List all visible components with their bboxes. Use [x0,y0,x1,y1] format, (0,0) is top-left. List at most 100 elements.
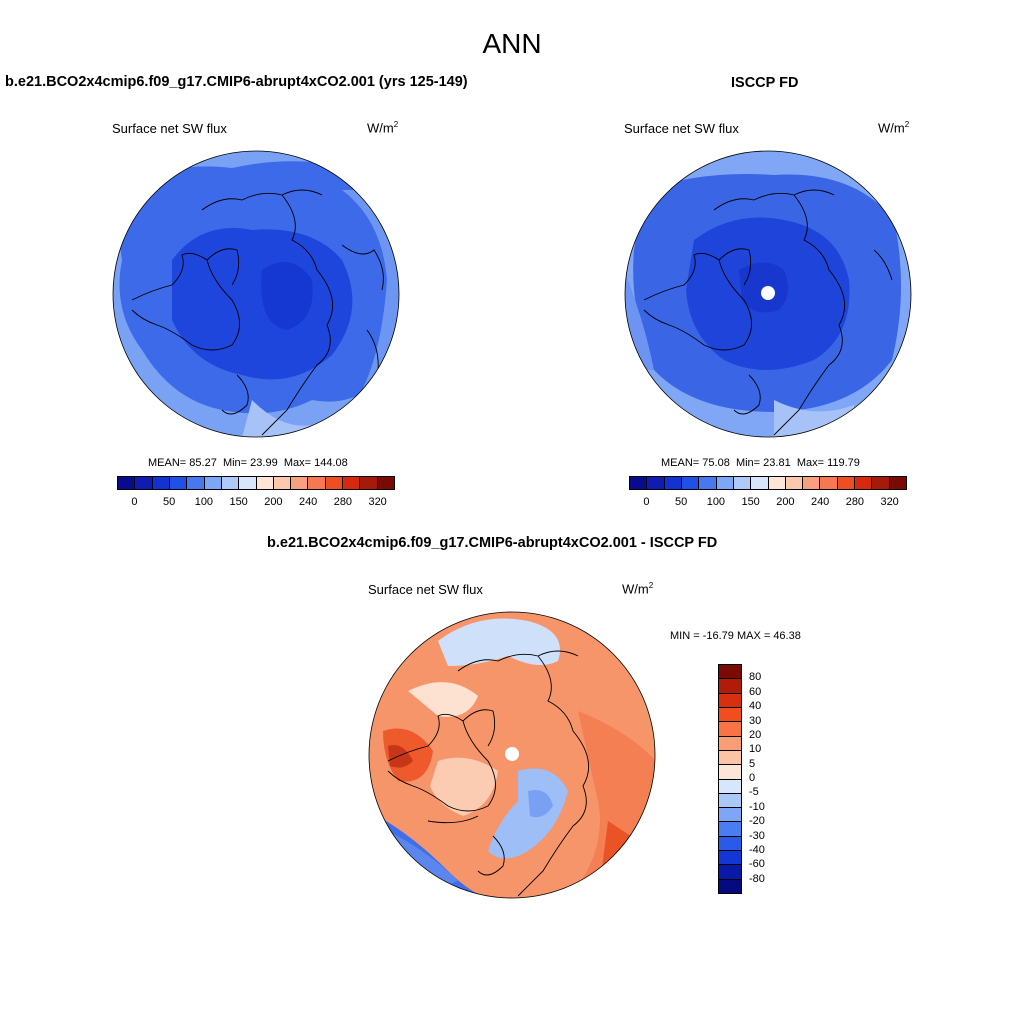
diff-central-negative-core [528,790,553,818]
diff-colorbar-tick-label: -60 [749,858,765,871]
model-units-label: W/m2 [367,120,399,136]
diff-colorbar-tick-label: 20 [749,728,762,741]
model-colorbar-tick-label: 320 [368,496,387,508]
model-colorbar-tick-label: 150 [229,496,248,508]
diff-colorbar-tick-label: 30 [749,714,762,727]
diff-units-label: W/m2 [622,581,654,597]
model-variable-label: Surface net SW flux [112,121,227,136]
obs-colorbar-swatch-4 [699,477,717,489]
model-colorbar-swatch-14 [360,477,378,489]
model-colorbar-tick-label: 280 [333,496,353,508]
model-colorbar-swatch-3 [169,477,188,489]
obs-panel-title: ISCCP FD [731,75,799,91]
diff-colorbar-swatch-15 [719,879,741,893]
model-colorbar-swatch-7 [239,477,257,489]
model-core-field [172,228,353,380]
obs-colorbar-tick-label: 50 [675,496,688,508]
model-colorbar-swatch-12 [325,477,344,489]
diff-colorbar-tick-label: 0 [749,772,756,784]
diff-colorbar-tick-label: -10 [749,800,765,813]
model-statistics: MEAN= 85.27 Min= 23.99 Max= 144.08 [148,457,348,469]
diff-colorbar-tick-label: -40 [749,843,765,856]
diff-variable-label: Surface net SW flux [368,582,483,597]
model-colorbar-swatch-6 [221,477,240,489]
model-colorbar-swatch-5 [204,477,222,489]
diff-colorbar-swatch-10 [719,808,741,823]
obs-polar-map [624,150,912,438]
diff-min-max: MIN = -16.79 MAX = 46.38 [670,630,801,642]
model-colorbar-swatch-1 [135,477,153,489]
obs-max: 119.79 [827,457,860,469]
obs-colorbar-swatch-13 [855,477,873,489]
obs-colorbar-swatch-8 [768,477,786,489]
model-colorbar [117,476,395,490]
diff-northwest-weak [408,682,478,717]
diff-colorbar-tick-label: 10 [749,743,762,756]
diff-colorbar-swatch-14 [719,865,741,880]
obs-colorbar-tick-label: 320 [880,496,899,508]
diff-west-max [388,745,413,768]
obs-map-border [624,150,912,438]
obs-colorbar-swatch-7 [751,477,769,489]
diff-colorbar-tick-label: -5 [749,786,759,799]
obs-colorbar-tick-label: 0 [643,496,650,508]
model-colorbar-swatch-9 [273,477,292,489]
obs-pole-patch [739,262,788,313]
model-colorbar-swatch-13 [343,477,361,489]
obs-colorbar-swatch-2 [664,477,682,489]
diff-colorbar-tick-label: -20 [749,815,765,828]
obs-colorbar-swatch-11 [820,477,838,489]
model-map-border [112,150,400,438]
diff-panel-title: b.e21.BCO2x4cmip6.f09_g17.CMIP6-abrupt4x… [267,535,718,551]
obs-units-label: W/m2 [878,120,910,136]
obs-colorbar-swatch-15 [889,477,906,489]
model-colorbar-ticks: 0 50 100 150 200 240 280 320 [117,496,395,510]
obs-colorbar-tick-label: 150 [741,496,760,508]
obs-colorbar-swatch-9 [785,477,804,489]
diff-colorbar-swatch-2 [719,693,741,708]
diff-colorbar-swatch-9 [719,793,741,809]
diff-colorbar [718,664,742,894]
obs-colorbar-swatch-6 [733,477,752,489]
diff-colorbar-tick-label: -80 [749,872,765,885]
obs-colorbar-swatch-12 [837,477,856,489]
model-min: 23.99 [250,457,278,469]
model-max: 144.08 [314,457,348,469]
diff-colorbar-tick-label: 80 [749,671,762,684]
model-colorbar-tick-label: 240 [298,496,318,508]
diff-colorbar-tick-label: -30 [749,829,765,842]
obs-colorbar-swatch-5 [716,477,734,489]
diff-polar-map [368,611,656,899]
obs-variable-label: Surface net SW flux [624,121,739,136]
obs-statistics: MEAN= 75.08 Min= 23.81 Max= 119.79 [661,457,860,469]
obs-colorbar-tick-label: 280 [845,496,865,508]
diff-polar-data-gap [505,747,519,761]
model-coastlines [131,189,384,436]
diff-central-weak [430,757,498,816]
obs-mean: 75.08 [702,457,730,469]
obs-colorbar [629,476,907,490]
model-colorbar-tick-label: 200 [264,496,283,508]
obs-colorbar-tick-label: 200 [776,496,795,508]
diff-colorbar-swatch-5 [719,736,741,751]
diff-colorbar-swatch-0 [719,665,741,680]
obs-min: 23.81 [763,457,791,469]
obs-coastlines [643,189,893,436]
obs-colorbar-ticks: 0 50 100 150 200 240 280 320 [629,496,907,510]
diff-colorbar-swatch-11 [719,822,741,837]
diff-coastlines [387,650,590,897]
model-colorbar-swatch-15 [377,477,394,489]
model-colorbar-swatch-2 [152,477,170,489]
model-colorbar-tick-label: 50 [163,496,176,508]
model-east-band [342,190,399,390]
obs-polar-data-gap [761,286,775,300]
figure-title: ANN [482,28,542,59]
model-colorbar-tick-label: 100 [194,496,214,508]
model-colorbar-swatch-8 [256,477,274,489]
model-panel-title: b.e21.BCO2x4cmip6.f09_g17.CMIP6-abrupt4x… [5,74,468,90]
diff-colorbar-swatch-12 [719,836,741,852]
obs-colorbar-swatch-1 [647,477,665,489]
diff-colorbar-swatch-13 [719,851,741,866]
diff-colorbar-tick-label: 40 [749,700,762,713]
obs-colorbar-tick-label: 240 [810,496,830,508]
